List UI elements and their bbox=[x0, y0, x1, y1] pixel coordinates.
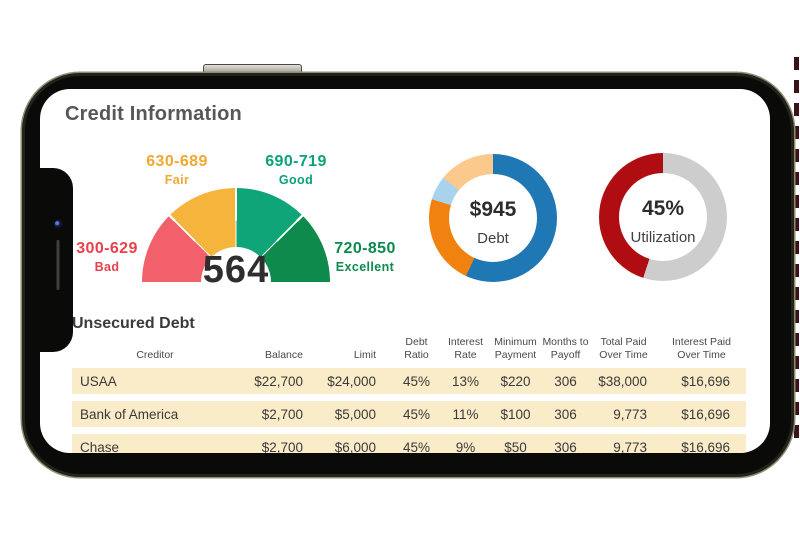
utilization-label: Utilization bbox=[630, 229, 696, 246]
gauge-word-fair: Fair bbox=[164, 173, 190, 188]
gauge-label-fair: 630-689 Fair bbox=[112, 153, 242, 188]
gauge-word-bad: Bad bbox=[94, 260, 120, 275]
phone-screen: Credit Information 300-629 Bad 630-689 F… bbox=[40, 89, 770, 453]
gauge-range-bad: 300-629 bbox=[76, 240, 138, 257]
table-title: Unsecured Debt bbox=[72, 315, 195, 332]
gauge-range-good: 690-719 bbox=[265, 153, 327, 170]
gauge-word-good: Good bbox=[278, 173, 314, 188]
table-row[interactable]: USAA $22,700 $24,000 45% 13% $220 306 $3… bbox=[72, 368, 746, 395]
gauge-label-bad: 300-629 Bad bbox=[42, 240, 172, 275]
utilization-donut-chart: 45% Utilization bbox=[599, 153, 727, 281]
table-row[interactable]: Bank of America $2,700 $5,000 45% 11% $1… bbox=[72, 401, 746, 428]
credit-score-value: 564 bbox=[202, 249, 270, 291]
debt-donut-chart: $945 Debt bbox=[429, 154, 557, 282]
unsecured-debt-table: Creditor Balance Limit Debt Ratio Interes… bbox=[72, 329, 746, 453]
debt-donut-hole bbox=[449, 174, 537, 262]
col-header-balance: Balance bbox=[265, 348, 303, 361]
gauge-word-excellent: Excellent bbox=[335, 260, 395, 275]
gauge-range-excellent: 720-850 bbox=[334, 240, 396, 257]
col-header-interest-paid: Interest Paid Over Time bbox=[672, 336, 731, 361]
phone-notch bbox=[40, 168, 73, 352]
debt-label: Debt bbox=[477, 230, 509, 247]
col-header-interest-rate: Interest Rate bbox=[447, 336, 484, 361]
table-header-row: Creditor Balance Limit Debt Ratio Interes… bbox=[72, 336, 746, 361]
cropped-edge-marks bbox=[794, 57, 799, 441]
earpiece-speaker-icon bbox=[56, 240, 60, 290]
front-camera-icon bbox=[54, 220, 63, 229]
col-header-months-to-payoff: Months to Payoff bbox=[542, 336, 589, 361]
col-header-creditor: Creditor bbox=[136, 348, 174, 361]
gauge-label-excellent: 720-850 Excellent bbox=[300, 240, 430, 275]
page-title: Credit Information bbox=[65, 103, 242, 125]
debt-value: $945 bbox=[469, 198, 517, 221]
col-header-minimum-payment: Minimum Payment bbox=[494, 336, 537, 361]
col-header-limit: Limit bbox=[353, 348, 376, 361]
table-row[interactable]: Chase $2,700 $6,000 45% 9% $50 306 9,773… bbox=[72, 434, 746, 453]
utilization-value: 45% bbox=[641, 197, 685, 220]
gauge-label-good: 690-719 Good bbox=[231, 153, 361, 188]
col-header-debt-ratio: Debt Ratio bbox=[404, 336, 429, 361]
col-header-total-paid: Total Paid Over Time bbox=[599, 336, 648, 361]
gauge-range-fair: 630-689 bbox=[146, 153, 208, 170]
utilization-donut-hole bbox=[619, 173, 707, 261]
